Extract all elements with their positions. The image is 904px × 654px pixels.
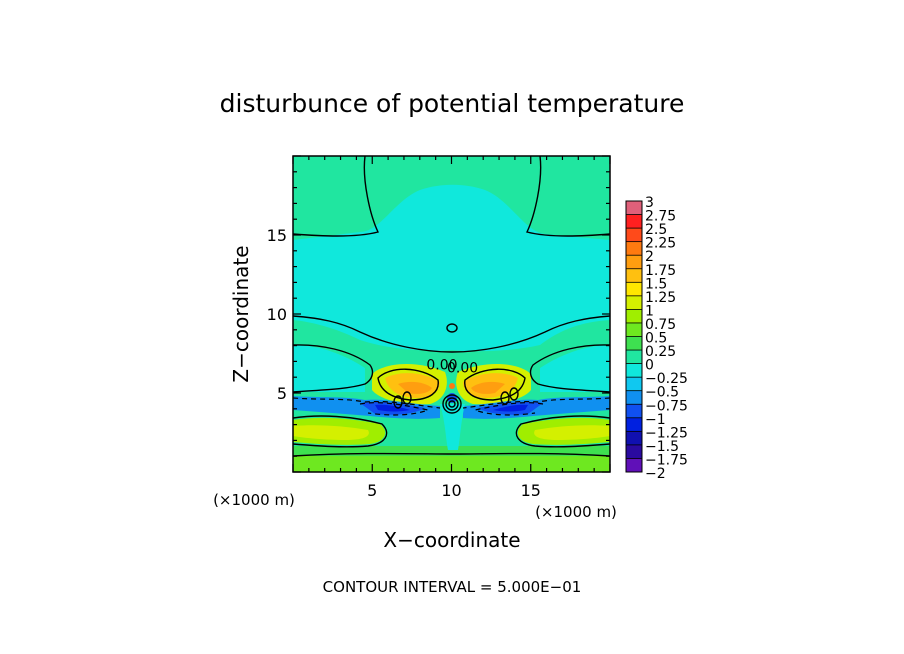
colorbar-tick-label: −1.25 — [645, 425, 688, 441]
colorbar-cell — [626, 241, 642, 256]
colorbar-tick-label: −0.75 — [645, 398, 688, 414]
z-unit-label: (×1000 m) — [535, 503, 617, 521]
colorbar-cell — [626, 295, 642, 310]
colorbar-tick-label: −0.5 — [645, 385, 679, 401]
colorbar-tick-label: 2.75 — [645, 209, 676, 225]
colorbar-tick-label: 1.5 — [645, 276, 667, 292]
colorbar-cell — [626, 404, 642, 419]
colorbar-tick-label: −1.75 — [645, 452, 688, 468]
colorbar-cell — [626, 377, 642, 391]
colorbar-tick-label: 0.5 — [645, 331, 667, 347]
colorbar-cell — [626, 363, 642, 378]
colorbar-cell — [626, 201, 642, 215]
x-tick-label: 10 — [441, 481, 461, 500]
y-tick-label: 10 — [267, 305, 287, 324]
y-tick-label: 15 — [267, 226, 287, 245]
colorbar-tick-label: 3 — [645, 195, 654, 211]
colorbar-tick-label: 2.5 — [645, 222, 667, 238]
colorbar-cell — [626, 417, 642, 432]
colorbar-cell — [626, 255, 642, 270]
colorbar-cell — [626, 228, 642, 242]
y-tick-label: 5 — [277, 384, 287, 403]
colorbar-cell — [626, 268, 642, 283]
colorbar-tick-label: 0 — [645, 358, 654, 374]
y-axis-label: Z−coordinate — [229, 245, 253, 382]
colorbar-cell — [626, 282, 642, 297]
colorbar-tick-label: −1.5 — [645, 439, 679, 455]
colorbar-cell — [626, 336, 642, 351]
contour-interval-label: CONTOUR INTERVAL = 5.000E−01 — [323, 578, 582, 596]
colorbar-cell — [626, 322, 642, 337]
colorbar-tick-label: −1 — [645, 412, 666, 428]
colorbar-cell — [626, 214, 642, 229]
colorbar-tick-label: 1.25 — [645, 290, 676, 306]
x-tick-label: 5 — [367, 481, 377, 500]
colorbar-tick-label: −0.25 — [645, 371, 688, 387]
contour-label: 0.00 — [447, 361, 478, 377]
x-tick-label: 15 — [521, 481, 541, 500]
x-axis: 5 10 15 — [292, 156, 611, 500]
x-unit-label: (×1000 m) — [213, 491, 295, 509]
colorbar-tick-label: 2.25 — [645, 236, 676, 252]
colorbar-cell — [626, 309, 642, 324]
colorbar-tick-label: 2 — [645, 249, 654, 265]
colorbar-cell — [626, 444, 642, 459]
contour-label: 0.00 — [426, 358, 457, 374]
y-axis: 5 10 15 — [267, 155, 610, 473]
contour-label-group: 0.000.00 — [426, 358, 478, 377]
colorbar-tick-label: 0.75 — [645, 317, 676, 333]
colorbar: 32.752.52.2521.751.51.2510.750.50.250−0.… — [625, 195, 688, 482]
contour-lines-dashed — [293, 397, 610, 416]
colorbar-tick-label: −2 — [645, 466, 666, 482]
colorbar-cell — [626, 390, 642, 405]
chart-title: disturbunce of potential temperature — [220, 89, 685, 118]
x-axis-label: X−coordinate — [383, 528, 520, 552]
colorbar-cell — [626, 350, 642, 364]
colorbar-cell — [626, 458, 642, 473]
colorbar-tick-label: 0.25 — [645, 344, 676, 360]
heatmap-field — [293, 156, 610, 472]
colorbar-cell — [626, 431, 642, 446]
contour-lines — [293, 156, 610, 457]
colorbar-tick-label: 1.75 — [645, 263, 676, 279]
colorbar-tick-label: 1 — [645, 303, 654, 319]
